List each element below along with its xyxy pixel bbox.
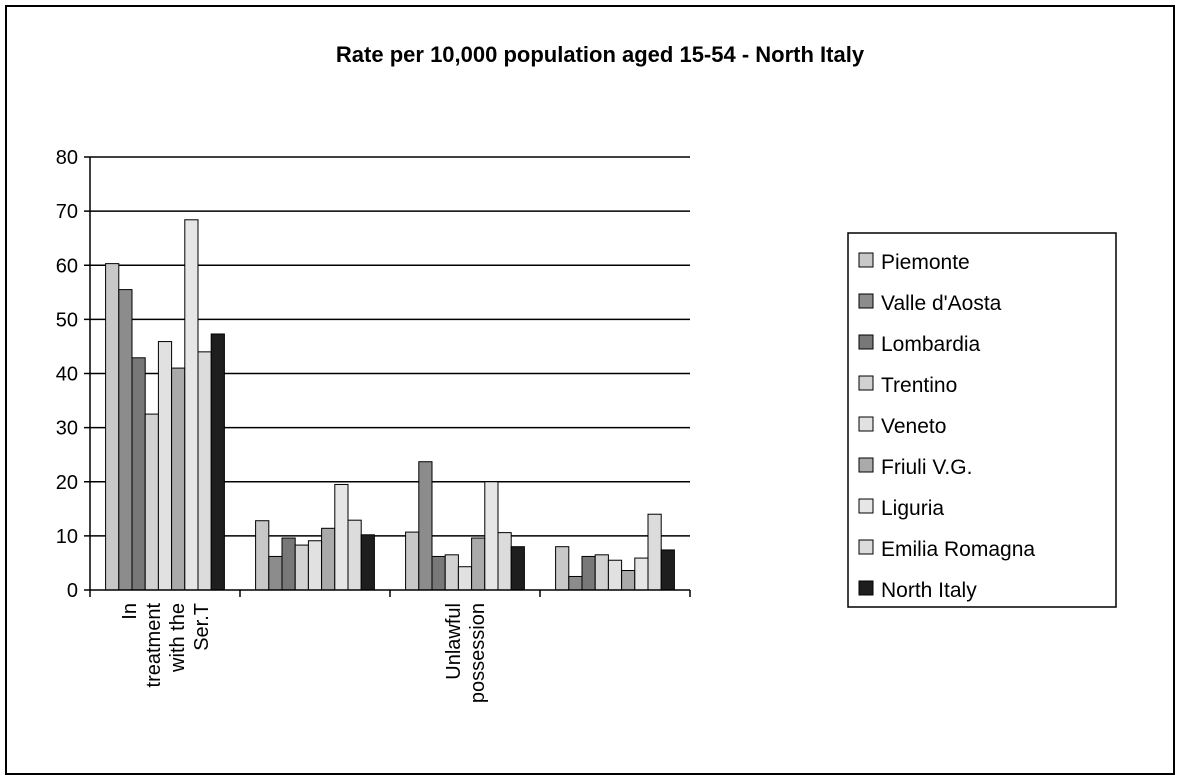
- bar: [621, 570, 636, 591]
- bar: [210, 333, 225, 591]
- legend-label: Emilia Romagna: [881, 538, 1035, 561]
- bar: [268, 555, 283, 591]
- bar: [471, 537, 486, 591]
- y-tick-label: 50: [56, 309, 78, 331]
- legend-label: Piemonte: [881, 251, 970, 274]
- bar: [307, 540, 323, 591]
- bar: [347, 519, 362, 591]
- y-tick-label: 40: [56, 364, 78, 386]
- bar: [255, 520, 270, 591]
- bar: [405, 531, 420, 591]
- x-category-label-line: treatment: [143, 603, 165, 688]
- legend-label: Friuli V.G.: [881, 456, 972, 479]
- legend-swatch: [858, 293, 874, 309]
- bar: [281, 537, 296, 591]
- bar: [321, 527, 336, 591]
- bar: [457, 566, 473, 591]
- legend-swatch: [858, 457, 874, 473]
- bar: [118, 289, 133, 591]
- legend-label: North Italy: [881, 579, 977, 602]
- bar: [418, 461, 433, 591]
- y-tick-label: 80: [56, 147, 78, 169]
- legend-swatch: [858, 416, 874, 432]
- bar: [294, 544, 309, 591]
- legend-swatch: [858, 334, 874, 350]
- legend: Piemonte Valle d'Aosta Lombardia Trentino Ve…: [847, 232, 1117, 608]
- bar: [105, 263, 120, 591]
- bar: [157, 341, 173, 591]
- bar: [197, 351, 212, 591]
- bar: [555, 546, 570, 591]
- x-category-label-line: with the: [167, 603, 189, 673]
- x-category-label-line: possession: [467, 603, 489, 703]
- legend-swatch: [858, 498, 874, 514]
- y-tick-label: 30: [56, 418, 78, 440]
- bar: [497, 532, 512, 591]
- axes-layer: 0 10 20 30 40 50 60 70 80 In treatment with the Ser.…: [56, 147, 691, 703]
- bar: [131, 357, 146, 591]
- x-category-label-line: Unlawful: [443, 603, 465, 680]
- bar: [634, 557, 649, 591]
- bar: [360, 534, 375, 591]
- x-category-label: In treatment with the Ser.T: [119, 603, 213, 688]
- y-tick-label: 70: [56, 201, 78, 223]
- legend-swatch: [858, 539, 874, 555]
- legend-label: Lombardia: [881, 333, 981, 356]
- legend-label: Veneto: [881, 415, 946, 438]
- bar: [184, 219, 199, 591]
- y-tick-label: 10: [56, 526, 78, 548]
- chart-title: Rate per 10,000 population aged 15-54 - …: [336, 42, 865, 67]
- bar: [581, 555, 596, 591]
- x-category-label-line: In: [119, 603, 141, 620]
- bar: [660, 549, 675, 591]
- y-tick-label: 20: [56, 472, 78, 494]
- y-tick-label: 60: [56, 255, 78, 277]
- bar: [444, 554, 459, 591]
- legend-label: Valle d'Aosta: [881, 292, 1002, 315]
- bar: [647, 513, 662, 591]
- bar: [484, 481, 499, 591]
- bar: [607, 559, 623, 591]
- y-tick-label: 0: [67, 580, 78, 602]
- bar: [594, 554, 609, 591]
- x-category-label: Unlawful possession: [443, 603, 489, 703]
- bar: [334, 483, 349, 591]
- bar: [144, 413, 159, 591]
- legend-swatch: [858, 252, 874, 268]
- legend-box: [847, 232, 1117, 608]
- bar: [568, 575, 583, 591]
- bars-layer: [105, 219, 675, 591]
- bar: [431, 555, 446, 591]
- legend-swatch: [858, 580, 874, 596]
- x-category-label-line: Ser.T: [191, 603, 213, 651]
- legend-label: Liguria: [881, 497, 944, 520]
- bar: [171, 367, 186, 591]
- legend-swatch: [858, 375, 874, 391]
- bar: [510, 546, 525, 591]
- legend-label: Trentino: [881, 374, 957, 397]
